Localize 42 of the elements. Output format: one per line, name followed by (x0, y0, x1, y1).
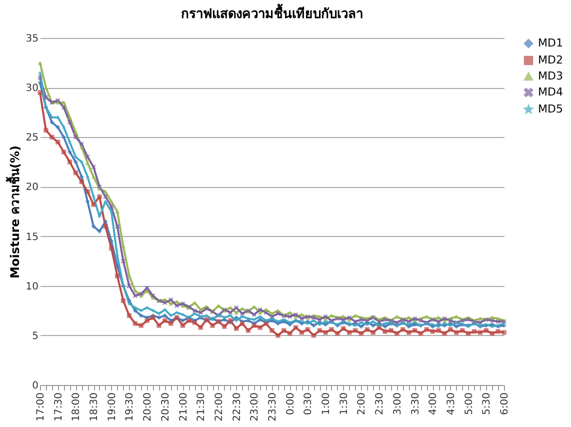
x-tick-label: 22:30 (232, 392, 243, 422)
y-tick-label: 10 (26, 281, 38, 292)
y-tick-label: 15 (26, 232, 38, 243)
y-tick-label: 30 (26, 83, 38, 94)
x-tick-label: 0:00 (285, 392, 296, 415)
x-tick-label: 3:30 (410, 392, 422, 415)
y-tick-label: 35 (26, 34, 38, 44)
y-tick-label: 20 (26, 182, 38, 194)
x-tick-label: 5:30 (482, 392, 493, 415)
x-tick-label: 4:00 (428, 392, 440, 415)
x-tick-label: 1:00 (321, 392, 332, 415)
y-tick-label: 0 (32, 380, 38, 392)
legend-label: MD4 (538, 86, 563, 98)
x-tick-label: 17:30 (53, 392, 64, 422)
x-tick-label: 5:00 (464, 392, 475, 415)
x-tick-label: 23:00 (250, 392, 261, 422)
x-tick-label: 20:00 (142, 392, 154, 422)
x-tick-label: 0:30 (303, 392, 314, 415)
x-tick-label: 4:30 (446, 392, 457, 415)
y-tick-label: 25 (26, 132, 38, 144)
legend-label: MD5 (538, 102, 563, 116)
x-tick-label: 21:30 (196, 392, 208, 422)
y-axis-title: Moisture ความชื้น(%) (4, 146, 22, 278)
x-tick-label: 18:30 (89, 392, 100, 422)
legend-label: MD2 (538, 54, 563, 66)
x-tick-label: 21:00 (178, 392, 190, 422)
x-tick-label: 2:00 (356, 392, 368, 415)
x-tick-label: 2:30 (374, 392, 386, 415)
x-tick-label: 3:00 (392, 392, 404, 415)
x-tick-label: 20:30 (160, 392, 172, 422)
y-tick-label: 5 (32, 330, 38, 342)
chart-title: กราฟแสดงความชื้นเทียบกับเวลา (181, 3, 363, 22)
x-tick-label: 6:00 (500, 392, 510, 415)
x-tick-label: 17:00 (36, 392, 46, 422)
x-tick-label: 18:00 (71, 392, 82, 422)
x-tick-label: 19:30 (124, 392, 136, 422)
x-tick-label: 1:30 (338, 392, 350, 415)
x-tick-label: 23:30 (268, 392, 278, 422)
x-tick-label: 22:00 (214, 392, 225, 422)
legend-label: MD3 (538, 70, 563, 82)
x-tick-label: 19:00 (106, 392, 118, 422)
legend-label: MD1 (538, 36, 563, 50)
